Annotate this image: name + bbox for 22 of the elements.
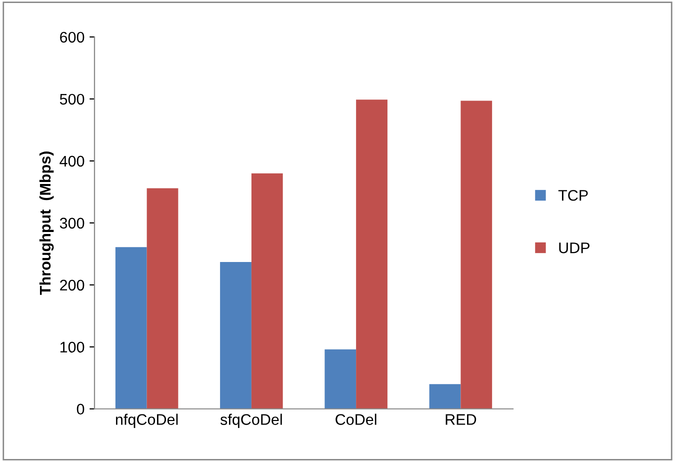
y-tick-label: 100	[60, 342, 84, 353]
bar	[356, 100, 388, 409]
legend-label: UDP	[559, 242, 590, 254]
y-tick-label: 200	[60, 280, 84, 291]
x-tick-label: CoDel	[336, 414, 376, 425]
bar	[460, 100, 492, 409]
bar	[220, 262, 252, 409]
y-tick-label: 600	[60, 32, 84, 43]
bar	[324, 349, 356, 409]
x-tick-label: nfqCoDel	[116, 414, 178, 428]
bar	[115, 247, 147, 409]
y-tick-label: 400	[60, 156, 84, 167]
legend-label: TCP	[558, 190, 588, 201]
y-axis-title: Throughput (Mbps)	[39, 152, 54, 295]
x-tick-label: RED	[446, 414, 476, 425]
bar	[251, 173, 283, 409]
bar	[429, 384, 461, 409]
y-tick-label: 300	[60, 218, 84, 229]
x-tick-label: sfqCoDel	[220, 414, 282, 428]
bar	[146, 188, 178, 409]
y-tick-label: 500	[60, 94, 84, 105]
y-tick-label: 0	[76, 404, 84, 415]
